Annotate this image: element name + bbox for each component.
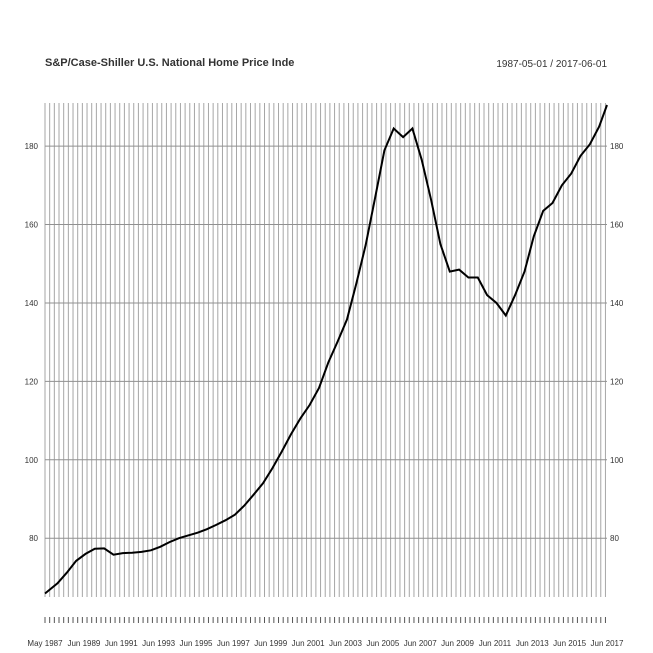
y-tick-label-left: 160 — [25, 221, 39, 230]
y-tick-label-right: 160 — [610, 221, 624, 230]
y-axis-right: 80 100 120 140 160 180 — [610, 142, 624, 543]
y-tick-label-left: 100 — [25, 456, 39, 465]
x-tick-label: May 1987 — [27, 639, 63, 648]
date-range-label: 1987-05-01 / 2017-06-01 — [496, 59, 607, 70]
x-tick-label: Jun 2015 — [553, 639, 586, 648]
x-axis: May 1987 Jun 1989 Jun 1991 Jun 1993 Jun 1995… — [27, 617, 624, 648]
x-tick-label: Jun 1999 — [254, 639, 287, 648]
x-tick-label: Jun 1993 — [142, 639, 175, 648]
x-tick-label: Jun 2001 — [292, 639, 325, 648]
x-tick-label: Jun 1995 — [180, 639, 213, 648]
y-tick-label-right: 140 — [610, 299, 624, 308]
x-tick-label: Jun 2017 — [591, 639, 624, 648]
x-tick-label: Jun 2005 — [366, 639, 399, 648]
x-tick-label: Jun 2007 — [404, 639, 437, 648]
x-tick-label: Jun 2009 — [441, 639, 474, 648]
series-line — [44, 104, 608, 595]
horizontal-gridlines — [45, 145, 607, 539]
x-tick-label: Jun 1997 — [217, 639, 250, 648]
y-tick-label-right: 180 — [610, 142, 624, 151]
y-tick-label-left: 120 — [25, 377, 39, 386]
x-tick-label: Jun 1991 — [105, 639, 138, 648]
y-tick-label-left: 140 — [25, 299, 39, 308]
chart-title: S&P/Case-Shiller U.S. National Home Pric… — [45, 57, 295, 69]
x-tick-label: Jun 2011 — [479, 639, 512, 648]
y-axis-left: 80 100 120 140 160 180 — [25, 142, 39, 543]
x-tick-label: Jun 1989 — [67, 639, 100, 648]
y-tick-label-right: 80 — [610, 534, 619, 543]
y-tick-label-left: 180 — [25, 142, 39, 151]
vertical-gridlines — [44, 103, 606, 597]
y-tick-label-right: 120 — [610, 377, 624, 386]
x-tick-label: Jun 2013 — [516, 639, 549, 648]
x-tick-label: Jun 2003 — [329, 639, 362, 648]
y-tick-label-right: 100 — [610, 456, 624, 465]
y-tick-label-left: 80 — [29, 534, 38, 543]
